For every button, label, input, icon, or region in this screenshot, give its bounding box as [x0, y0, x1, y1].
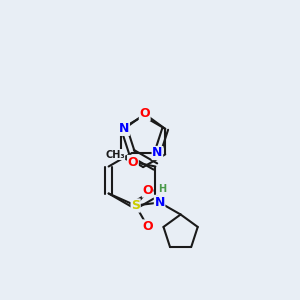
Text: O: O	[142, 220, 153, 233]
Text: S: S	[131, 199, 140, 212]
Text: O: O	[140, 107, 150, 120]
Text: N: N	[152, 146, 163, 160]
Text: CH₃: CH₃	[105, 149, 125, 160]
Text: N: N	[154, 196, 165, 209]
Text: N: N	[119, 122, 129, 135]
Text: O: O	[142, 184, 153, 197]
Text: H: H	[159, 184, 167, 194]
Text: O: O	[128, 155, 138, 169]
